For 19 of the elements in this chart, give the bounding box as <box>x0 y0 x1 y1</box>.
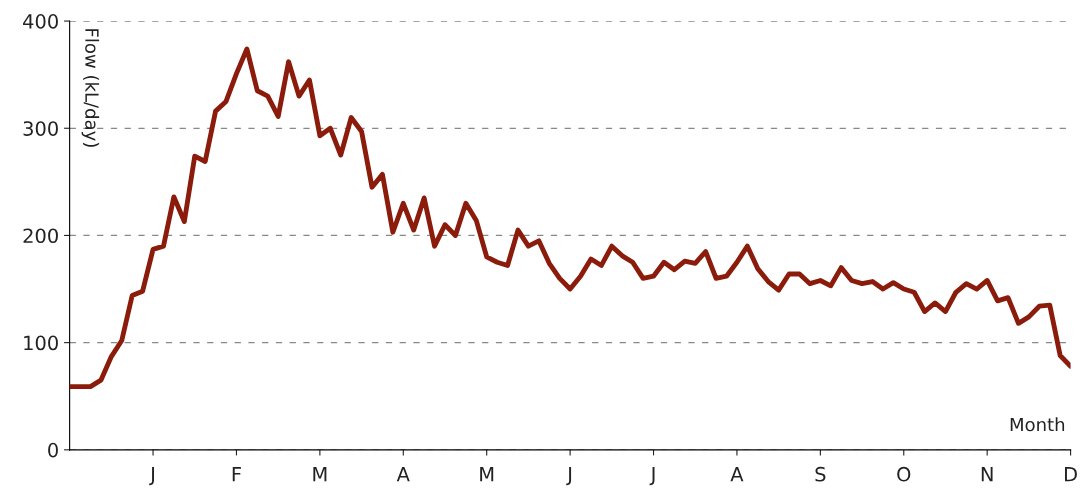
x-tick-label: S <box>815 466 826 482</box>
y-tick-label: 400 <box>23 14 58 29</box>
y-tick-label: 100 <box>24 335 58 351</box>
y-tick-label: 0 <box>48 442 58 458</box>
x-tick-label: J <box>149 467 154 486</box>
x-tick-label: M <box>480 467 494 482</box>
x-tick-label: J <box>649 467 655 486</box>
x-tick-label: F <box>232 467 241 482</box>
x-tick-label: J <box>566 467 572 486</box>
x-axis-title: Month <box>1010 417 1065 432</box>
x-tick-label: O <box>897 466 911 482</box>
x-tick-label: N <box>981 467 993 482</box>
x-tick-label: D <box>1065 467 1077 482</box>
x-tick-label: M <box>313 467 327 482</box>
x-tick-label: A <box>396 467 410 482</box>
x-tick-label: A <box>730 467 744 482</box>
y-tick-label: 200 <box>23 228 58 244</box>
y-tick-label: 300 <box>23 121 58 136</box>
y-axis-title: Flow (kL/day) <box>81 29 100 147</box>
